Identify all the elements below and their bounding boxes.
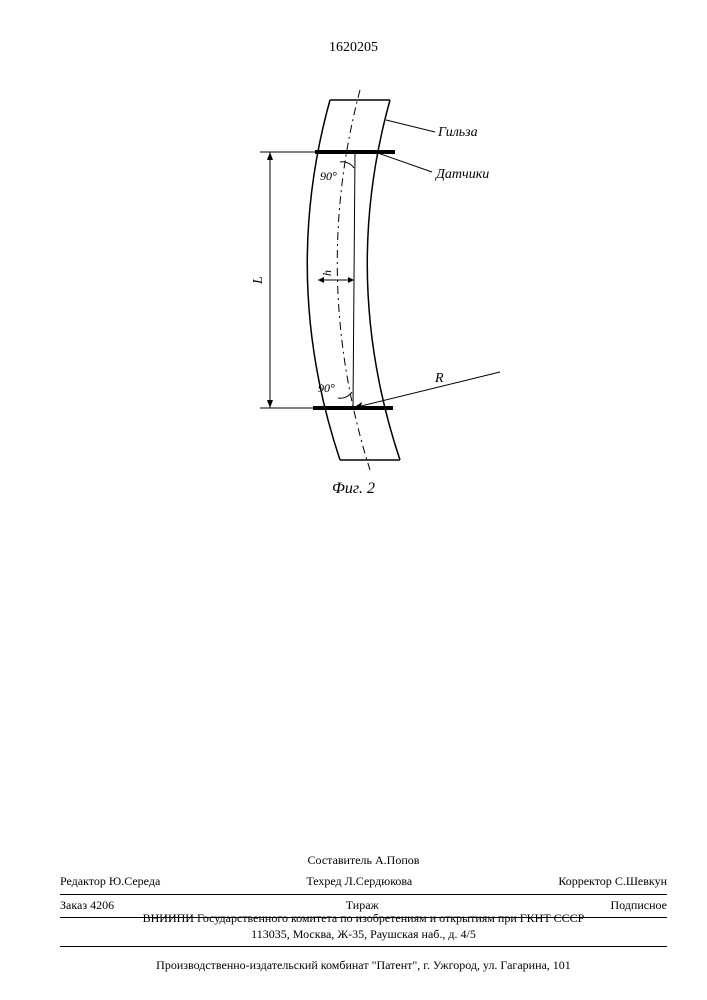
editor-row: Редактор Ю.Середа Техред Л.Сердюкова Кор… xyxy=(60,871,667,892)
techred-cell: Техред Л.Сердюкова xyxy=(306,873,412,890)
document-number: 1620205 xyxy=(0,40,707,56)
figure-diagram: Гильза Датчики 90° 90° L h R xyxy=(200,80,520,480)
committee-line1: ВНИИПИ Государственного комитета по изоб… xyxy=(60,910,667,926)
angle-top: 90° xyxy=(320,169,337,183)
credits-block: Составитель А.Попов Редактор Ю.Середа Те… xyxy=(60,850,667,918)
corrector-cell: Корректор С.Шевкун xyxy=(558,873,667,890)
label-sleeve: Гильза xyxy=(437,125,478,140)
printer-line: Производственно-издательский комбинат "П… xyxy=(60,958,667,973)
editor-cell: Редактор Ю.Середа xyxy=(60,873,160,890)
compiler-row: Составитель А.Попов xyxy=(60,850,667,871)
angle-bottom: 90° xyxy=(318,381,335,395)
label-sensors: Датчики xyxy=(434,167,489,182)
committee-block: ВНИИПИ Государственного комитета по изоб… xyxy=(60,910,667,947)
compiler-label: Составитель А.Попов xyxy=(308,852,420,869)
dim-h: h xyxy=(320,270,334,276)
page: 1620205 Гильза Датчики xyxy=(0,0,707,1000)
committee-line2: 113035, Москва, Ж-35, Раушская наб., д. … xyxy=(60,926,667,942)
separator-3 xyxy=(60,946,667,947)
dim-L: L xyxy=(251,276,266,285)
figure-caption: Фиг. 2 xyxy=(0,480,707,498)
dim-R: R xyxy=(434,371,444,386)
